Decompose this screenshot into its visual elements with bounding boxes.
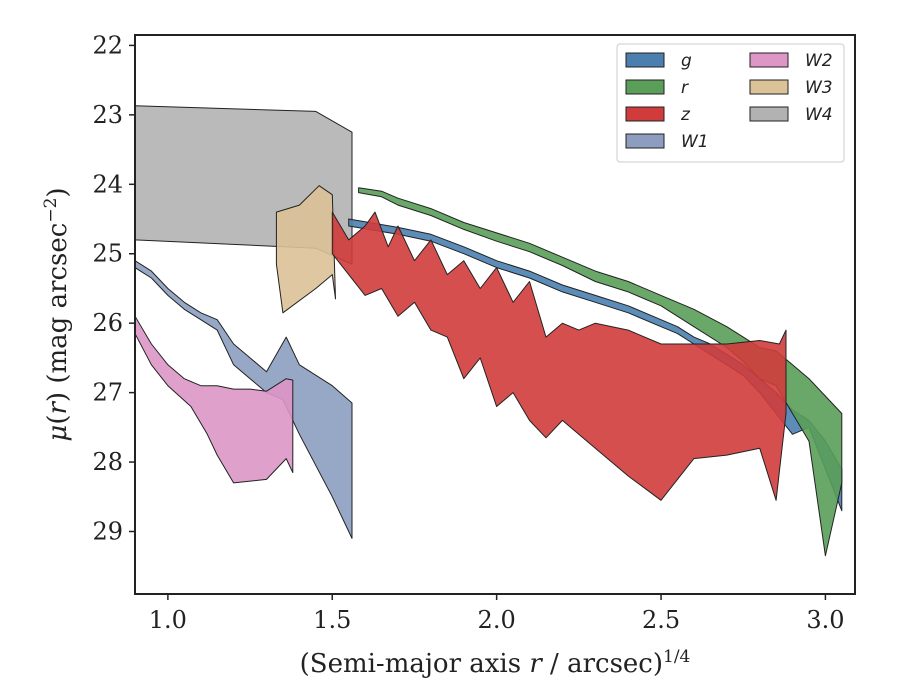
legend-item-g: g: [625, 51, 692, 71]
x-axis-title-sup: 1/4: [663, 647, 690, 667]
x-axis-title-var: r: [529, 649, 543, 679]
legend-item-w3: W3: [749, 78, 833, 98]
legend-item-w4: W4: [749, 105, 833, 125]
y-tick-label: 28: [92, 448, 123, 476]
y-tick-label: 22: [92, 31, 123, 59]
y-axis-title-close: ): [43, 187, 73, 197]
y-tick-label: 26: [92, 309, 123, 337]
y-axis-title-suffix: (mag arcsec: [43, 223, 73, 392]
legend-label: r: [681, 78, 689, 98]
legend-label: z: [680, 105, 691, 125]
y-axis-title-mu: μ: [43, 425, 73, 442]
legend-swatch: [625, 133, 665, 149]
legend-swatch: [749, 106, 789, 122]
legend-swatch: [625, 52, 665, 68]
y-axis-title-open: (: [43, 415, 73, 425]
y-tick-label: 24: [92, 170, 123, 198]
series-layer: [135, 105, 843, 557]
band-z: [331, 211, 787, 501]
legend-swatch: [749, 79, 789, 95]
y-tick-label: 27: [92, 379, 123, 407]
band-w2: [135, 315, 294, 484]
legend-item-r: r: [625, 78, 689, 98]
y-tick-label: 29: [92, 518, 123, 546]
legend: grz W1 W2 W3 W4: [616, 43, 845, 163]
y-axis-title-var: r: [43, 401, 73, 415]
x-axis-title-suffix: / arcsec): [542, 649, 663, 679]
y-tick-label: 25: [92, 240, 123, 268]
legend-item-w2: W2: [749, 51, 833, 71]
x-tick-label: 2.5: [642, 606, 680, 634]
legend-label: W3: [805, 78, 833, 98]
y-tick-label: 23: [92, 101, 123, 129]
x-tick-label: 2.0: [478, 606, 516, 634]
legend-box: [616, 43, 845, 163]
band-w1: [135, 260, 353, 539]
legend-swatch: [625, 106, 665, 122]
ticks-layer: 1.0 1.5 2.0 2.5 3.0 22 23 24 25 26 27 28 29: [92, 31, 844, 634]
x-axis-title: (Semi-major axis r / arcsec)1/4: [300, 647, 691, 679]
legend-label: W4: [805, 105, 833, 125]
legend-label: g: [681, 51, 692, 71]
legend-item-w1: W1: [625, 132, 709, 152]
y-axis-title: μ(r) (mag arcsec−2): [41, 187, 73, 441]
band-r: [358, 187, 843, 557]
axes-frame: [134, 34, 856, 595]
band-w3: [275, 185, 336, 314]
legend-label: W1: [681, 132, 709, 152]
legend-swatch: [625, 79, 665, 95]
legend-swatch: [749, 52, 789, 68]
x-tick-label: 1.0: [149, 606, 187, 634]
legend-item-z: z: [625, 105, 691, 125]
y-axis-title-sup: −2: [41, 198, 61, 223]
legend-label: W2: [805, 51, 833, 71]
y-axis-title-unit: ): [43, 392, 73, 402]
x-tick-label: 3.0: [806, 606, 844, 634]
x-tick-label: 1.5: [313, 606, 351, 634]
x-axis-title-prefix: (Semi-major axis: [300, 649, 530, 679]
